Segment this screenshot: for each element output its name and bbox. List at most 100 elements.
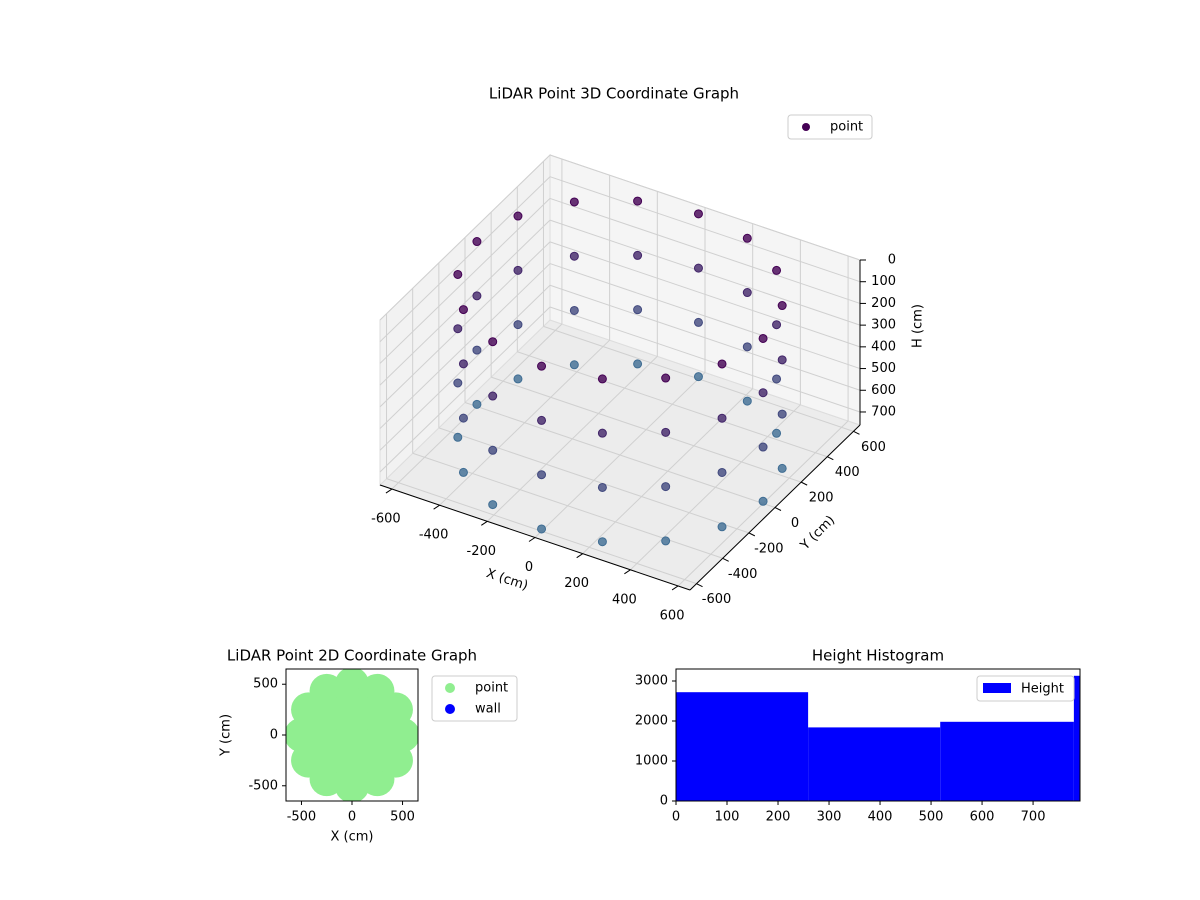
- legend-label: Height: [1021, 682, 1064, 697]
- y-tick-label: 0: [660, 794, 668, 809]
- x-tick-label: 500: [919, 810, 944, 825]
- grid-line: [549, 219, 861, 326]
- x-tick-label: -600: [371, 512, 401, 527]
- y-tick-label: 200: [809, 491, 834, 506]
- legend-box: [431, 675, 518, 722]
- grid-line: [379, 219, 551, 386]
- tick-mark: [481, 520, 488, 526]
- tick-mark: [722, 557, 729, 562]
- data-point: [693, 263, 703, 273]
- grid-line: [379, 306, 551, 473]
- data-point: [717, 522, 727, 532]
- data-point: [513, 211, 523, 221]
- bar: [808, 727, 941, 801]
- x-tick-label: 500: [390, 810, 415, 825]
- x-tick-label: 200: [766, 810, 791, 825]
- data-point: [758, 496, 768, 506]
- data-point: [717, 413, 727, 423]
- x-tick-label: 700: [1021, 810, 1046, 825]
- data-point: [597, 482, 607, 492]
- x-tick-label: 0: [348, 810, 356, 825]
- tick-mark: [385, 488, 393, 494]
- grid-line: [379, 154, 551, 321]
- z-tick-label: 500: [871, 361, 896, 376]
- data-point: [488, 391, 498, 401]
- grid-line: [438, 427, 750, 534]
- z-tick-label: 600: [871, 383, 896, 398]
- data-point: [777, 463, 787, 473]
- x-tick-label: -200: [467, 544, 497, 559]
- z-axis-label: H (cm): [911, 304, 926, 348]
- y-tick-label: 3000: [635, 674, 668, 689]
- x-tick-label: 400: [612, 592, 637, 607]
- data-point: [772, 374, 782, 384]
- x-tick-label: 0: [672, 810, 680, 825]
- grid-line: [517, 351, 828, 458]
- axis-line: [379, 484, 691, 591]
- data-point: [472, 291, 482, 301]
- axis-line: [689, 424, 861, 591]
- y-tick-label: 1000: [635, 754, 668, 769]
- data-point: [453, 378, 463, 388]
- grid-line: [490, 376, 802, 483]
- z-tick-label: 300: [871, 318, 896, 333]
- legend-box: [976, 675, 1075, 702]
- y-tick-label: 600: [861, 440, 886, 455]
- x-axis-label: X (cm): [331, 830, 374, 845]
- y-tick-label: 0: [270, 728, 278, 743]
- data-point: [313, 696, 348, 731]
- grid-line: [379, 176, 551, 343]
- data-point: [633, 250, 643, 260]
- data-point: [777, 409, 787, 419]
- axes-frame: [675, 668, 1081, 802]
- tick-mark: [774, 507, 782, 511]
- legend-label: point: [830, 120, 863, 135]
- tick-mark: [853, 430, 860, 435]
- tick-mark: [696, 583, 703, 588]
- data-point: [453, 324, 463, 334]
- grid-line: [549, 284, 861, 391]
- data-point: [758, 333, 768, 343]
- data-point: [537, 415, 547, 425]
- data-point: [313, 739, 348, 774]
- bar: [676, 692, 809, 801]
- data-point: [717, 467, 727, 477]
- x-tick-label: 200: [564, 576, 589, 591]
- y-axis-label: Y (cm): [797, 513, 838, 554]
- y-tick-label: -200: [754, 541, 784, 556]
- data-point: [569, 305, 579, 315]
- data-point: [693, 317, 703, 327]
- x-tick-label: 300: [817, 810, 842, 825]
- data-point: [569, 197, 579, 207]
- data-point: [772, 320, 782, 330]
- tick-mark: [748, 532, 756, 537]
- bar: [1073, 675, 1080, 801]
- x-tick-label: -400: [419, 528, 449, 543]
- bar: [940, 721, 1074, 801]
- data-point: [334, 717, 370, 753]
- data-point: [661, 536, 671, 546]
- x-tick-label: 0: [525, 560, 533, 575]
- tick-mark: [671, 585, 679, 591]
- data-point: [356, 739, 391, 774]
- data-point: [772, 428, 782, 438]
- y-tick-label: 0: [791, 516, 799, 531]
- z-tick-label: 700: [871, 404, 896, 419]
- data-point: [472, 399, 482, 409]
- chart-title: Height Histogram: [812, 647, 944, 665]
- legend-marker: [802, 123, 810, 131]
- tick-mark: [576, 553, 583, 559]
- data-point: [633, 196, 643, 206]
- z-tick-label: 400: [871, 339, 896, 354]
- y-tick-label: 500: [253, 677, 278, 692]
- x-axis-label: X (cm): [484, 566, 530, 594]
- data-point: [758, 442, 768, 452]
- x-tick-label: 400: [868, 810, 893, 825]
- data-point: [569, 251, 579, 261]
- data-point: [717, 359, 727, 369]
- data-point: [458, 413, 468, 423]
- data-point: [458, 467, 468, 477]
- z-tick-label: 0: [888, 253, 896, 268]
- y-tick-label: -500: [248, 778, 278, 793]
- data-point: [742, 288, 752, 298]
